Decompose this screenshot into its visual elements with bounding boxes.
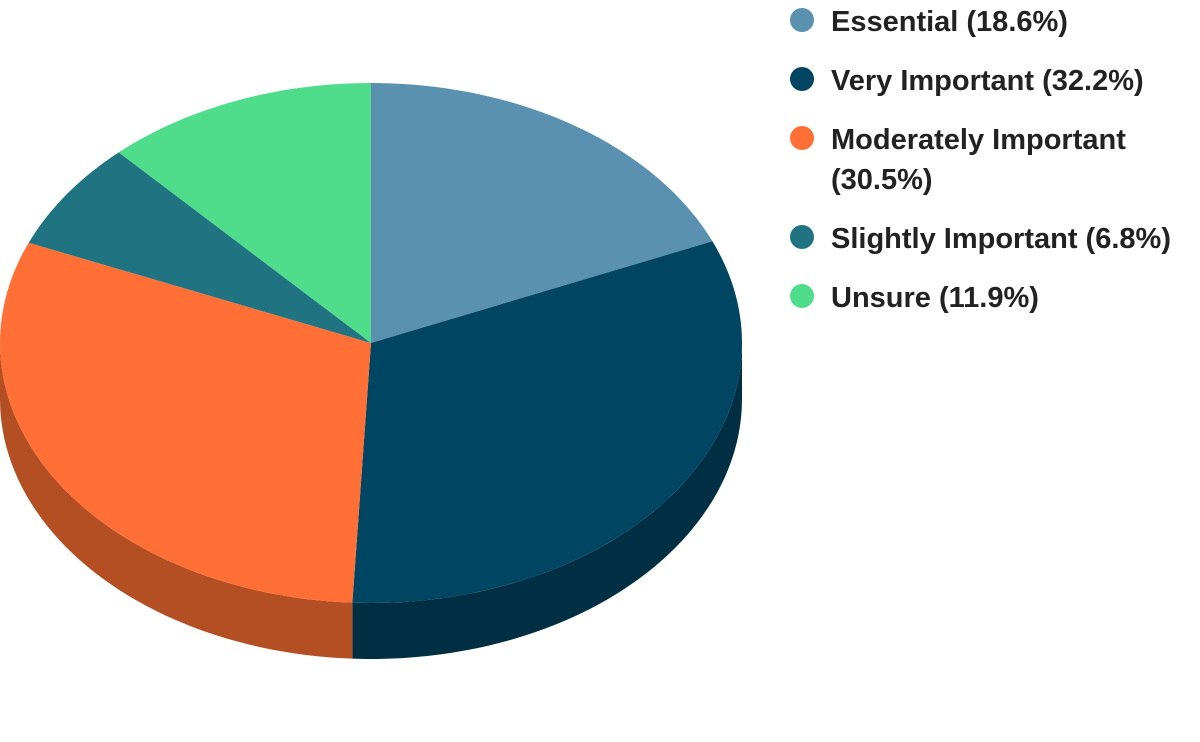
- legend-item-unsure: Unsure (11.9%): [790, 278, 1190, 318]
- legend-item-essential: Essential (18.6%): [790, 2, 1190, 42]
- legend: Essential (18.6%) Very Important (32.2%)…: [790, 0, 1190, 337]
- legend-swatch-essential: [790, 8, 814, 32]
- pie-slice-moderately-important: [0, 242, 371, 603]
- pie-slice-very-important: [352, 241, 742, 604]
- legend-swatch-slightly-important: [790, 225, 814, 249]
- pie-side-moderately-important: [0, 343, 353, 659]
- legend-label-unsure: Unsure (11.9%): [831, 282, 1039, 314]
- legend-item-moderately-important: Moderately Important (30.5%): [790, 120, 1190, 200]
- pie-chart: [0, 83, 742, 659]
- legend-item-very-important: Very Important (32.2%): [790, 61, 1190, 101]
- legend-label-essential: Essential (18.6%): [831, 6, 1068, 38]
- legend-item-slightly-important: Slightly Important (6.8%): [790, 219, 1190, 259]
- pie-slice-essential: [371, 83, 713, 343]
- pie-slice-unsure: [118, 83, 372, 343]
- legend-swatch-very-important: [790, 67, 814, 91]
- pie-slice-slightly-important: [28, 152, 371, 343]
- legend-label-very-important: Very Important (32.2%): [831, 65, 1144, 97]
- legend-label-moderately-important: Moderately Important (30.5%): [831, 124, 1126, 196]
- legend-swatch-moderately-important: [790, 126, 814, 150]
- pie-side-very-important: [352, 343, 742, 659]
- legend-label-slightly-important: Slightly Important (6.8%): [831, 223, 1171, 255]
- legend-swatch-unsure: [790, 284, 814, 308]
